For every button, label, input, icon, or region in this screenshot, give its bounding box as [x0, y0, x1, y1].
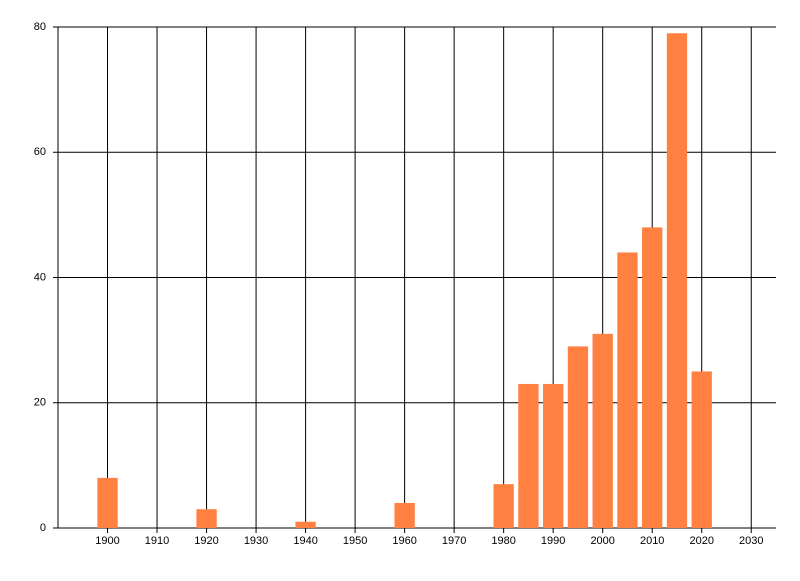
bar [666, 33, 688, 528]
y-tick-label: 20 [34, 397, 46, 409]
x-tick-label: 2030 [739, 535, 763, 547]
x-tick-label: 1920 [194, 535, 218, 547]
x-tick-label: 2010 [640, 535, 664, 547]
bar [295, 521, 316, 528]
x-tick-label: 1990 [541, 535, 565, 547]
bar [642, 227, 663, 528]
x-tick-label: 1900 [95, 535, 119, 547]
bar [196, 509, 217, 528]
bar [592, 333, 613, 528]
bar [691, 371, 712, 528]
x-tick-label: 1910 [145, 535, 169, 547]
x-tick-label: 1970 [442, 535, 466, 547]
x-tick-label: 1930 [244, 535, 268, 547]
bar [394, 502, 415, 528]
x-tick-label: 1950 [343, 535, 367, 547]
bar [493, 484, 514, 528]
y-tick-label: 0 [40, 522, 46, 534]
x-tick-label: 2020 [689, 535, 713, 547]
bar [543, 383, 564, 528]
bar [617, 252, 638, 528]
bar [518, 383, 539, 528]
x-tick-label: 1980 [491, 535, 515, 547]
x-tick-label: 1940 [293, 535, 317, 547]
x-tick-label: 2000 [590, 535, 614, 547]
bar [97, 477, 118, 528]
y-tick-label: 60 [34, 146, 46, 158]
y-tick-label: 80 [34, 21, 46, 33]
bar [567, 346, 589, 528]
x-tick-label: 1960 [392, 535, 416, 547]
y-tick-label: 40 [34, 271, 46, 283]
